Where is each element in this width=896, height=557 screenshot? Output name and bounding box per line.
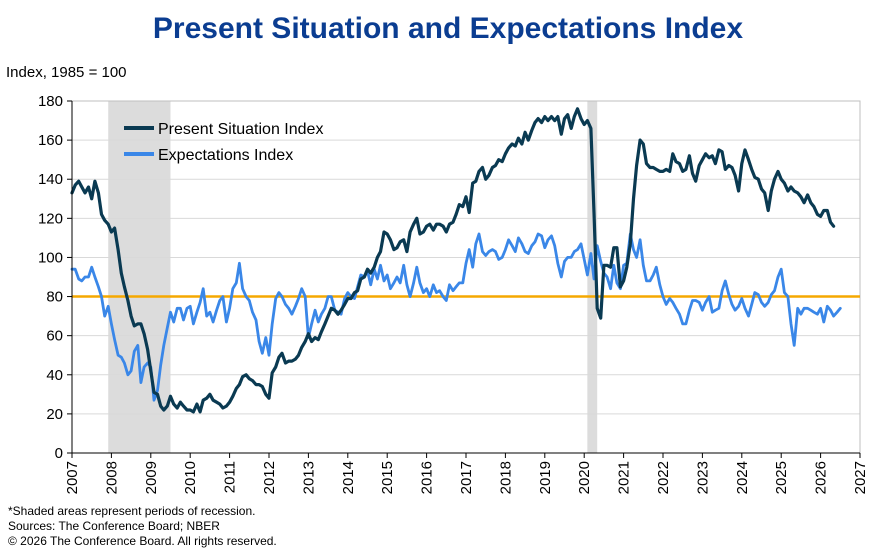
y-tick-label-140: 140 [38, 171, 63, 188]
y-tick-label-80: 80 [46, 289, 63, 306]
x-tick-label-2022: 2022 [655, 461, 672, 494]
x-tick-label-2021: 2021 [616, 461, 633, 494]
x-tick-label-2018: 2018 [497, 461, 514, 494]
x-tick-label-2009: 2009 [143, 461, 160, 494]
x-tick-label-2011: 2011 [222, 461, 239, 493]
x-tick-label-2010: 2010 [182, 461, 199, 494]
series-line-expectations [70, 232, 842, 402]
recession-note: *Shaded areas represent periods of reces… [8, 504, 256, 518]
footnotes: *Shaded areas represent periods of reces… [8, 504, 277, 549]
x-tick-label-2017: 2017 [458, 461, 475, 494]
x-tick-label-2015: 2015 [379, 461, 396, 494]
y-tick-label-40: 40 [46, 367, 63, 384]
x-tick-label-2008: 2008 [103, 461, 120, 494]
x-tick-label-2013: 2013 [300, 461, 317, 494]
recession-band-1 [587, 101, 598, 453]
axis-layer: 0 20 40 60 80 100 120 140 160 180 2007 2008 2009 2010… [38, 93, 869, 494]
y-axis-label: Index, 1985 = 100 [6, 64, 127, 81]
x-tick-label-2016: 2016 [419, 461, 436, 494]
y-tick-label-20: 20 [46, 406, 63, 423]
y-tick-label-100: 100 [38, 249, 63, 266]
x-tick-label-2020: 2020 [576, 461, 593, 494]
y-tick-label-180: 180 [38, 93, 63, 110]
series-layer [70, 107, 842, 414]
x-tick-label-2024: 2024 [734, 461, 751, 494]
y-tick-label-120: 120 [38, 210, 63, 227]
series-line-present-situation [70, 107, 836, 414]
legend: Present Situation Index Expectations Inde… [124, 121, 323, 164]
x-tick-label-2007: 2007 [64, 461, 81, 494]
y-tick-label-0: 0 [55, 445, 63, 462]
x-tick-label-2014: 2014 [340, 461, 357, 494]
copyright-note: © 2026 The Conference Board. All rights … [8, 534, 277, 548]
sources-note: Sources: The Conference Board; NBER [8, 519, 220, 533]
legend-label-1: Expectations Index [158, 147, 293, 164]
y-tick-label-160: 160 [38, 132, 63, 149]
x-tick-label-2025: 2025 [773, 461, 790, 494]
legend-label-0: Present Situation Index [158, 121, 323, 138]
x-tick-label-2012: 2012 [261, 461, 278, 494]
x-tick-label-2019: 2019 [537, 461, 554, 494]
chart-title: Present Situation and Expectations Index [152, 12, 744, 45]
y-tick-label-60: 60 [46, 328, 63, 345]
recession-layer [108, 101, 598, 453]
x-tick-label-2023: 2023 [694, 461, 711, 494]
recession-band-0 [108, 101, 171, 453]
x-tick-label-2027: 2027 [852, 461, 869, 494]
x-tick-label-2026: 2026 [813, 461, 830, 494]
